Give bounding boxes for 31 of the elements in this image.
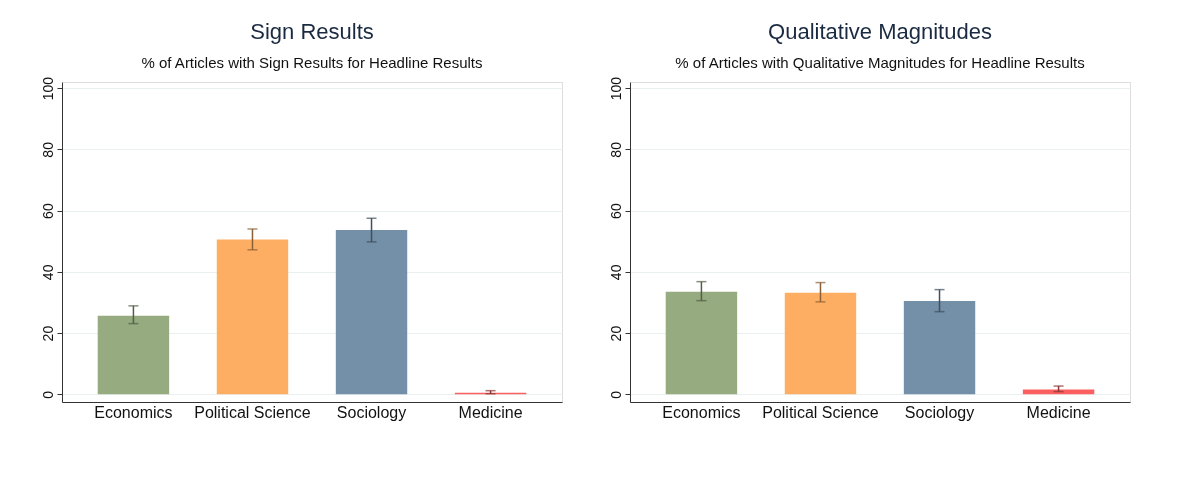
y-tick-label: 80 xyxy=(39,141,56,158)
y-tick-label: 60 xyxy=(607,203,624,219)
bar xyxy=(1022,389,1095,395)
chart-subtitle: % of Articles with Qualitative Magnitudes for Headline Results xyxy=(675,54,1085,72)
y-tick-label: 80 xyxy=(607,141,624,158)
x-tick-label: Sociology xyxy=(904,403,975,421)
x-tick-label: Economics xyxy=(94,403,173,421)
bar xyxy=(665,291,738,395)
chart-subtitle: % of Articles with Sign Results for Headline Results xyxy=(141,54,483,72)
y-tick-label: 40 xyxy=(39,264,56,281)
x-tick-label: Economics xyxy=(662,403,741,421)
y-tick-label: 100 xyxy=(607,76,624,101)
bar xyxy=(784,292,857,395)
chart-title: Qualitative Magnitudes xyxy=(768,19,992,45)
x-tick-label: Medicine xyxy=(458,403,523,421)
y-tick-label: 60 xyxy=(39,203,56,219)
y-tick-label: 40 xyxy=(607,264,624,281)
bar xyxy=(335,229,408,395)
x-tick-label: Sociology xyxy=(336,403,407,421)
y-tick-label: 20 xyxy=(39,325,56,342)
y-tick-label: 0 xyxy=(39,390,56,399)
x-tick-label: Political Science xyxy=(762,403,879,421)
y-tick-label: 20 xyxy=(607,325,624,342)
y-tick-label: 100 xyxy=(39,76,56,101)
bar xyxy=(216,239,289,395)
y-tick-label: 0 xyxy=(607,390,624,399)
chart-title: Sign Results xyxy=(250,19,374,45)
bar xyxy=(97,315,170,395)
x-tick-label: Political Science xyxy=(194,403,311,421)
x-tick-label: Medicine xyxy=(1026,403,1091,421)
bar xyxy=(903,300,976,395)
